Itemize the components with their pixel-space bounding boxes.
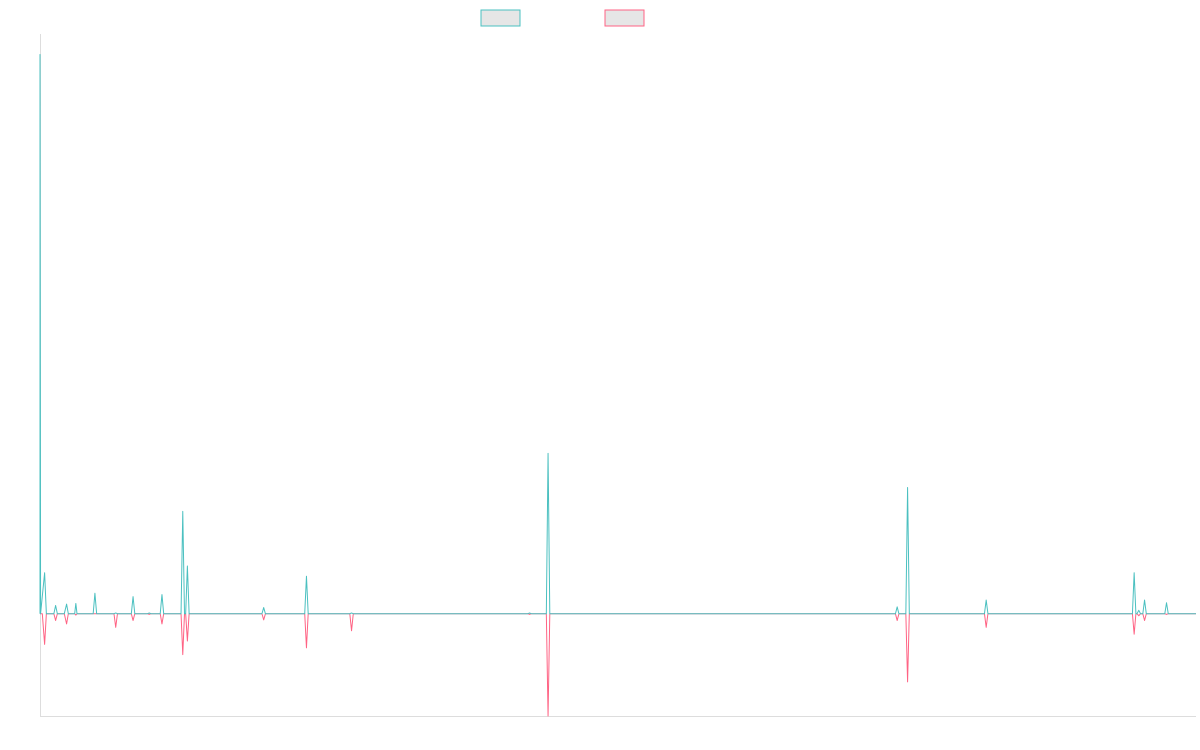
legend	[480, 9, 645, 27]
legend-swatch-series-a[interactable]	[480, 9, 521, 27]
legend-swatch-series-b[interactable]	[604, 9, 645, 27]
series-a-line	[39, 53, 1196, 615]
series-b-line	[40, 613, 1196, 717]
plot-area	[39, 53, 1196, 717]
